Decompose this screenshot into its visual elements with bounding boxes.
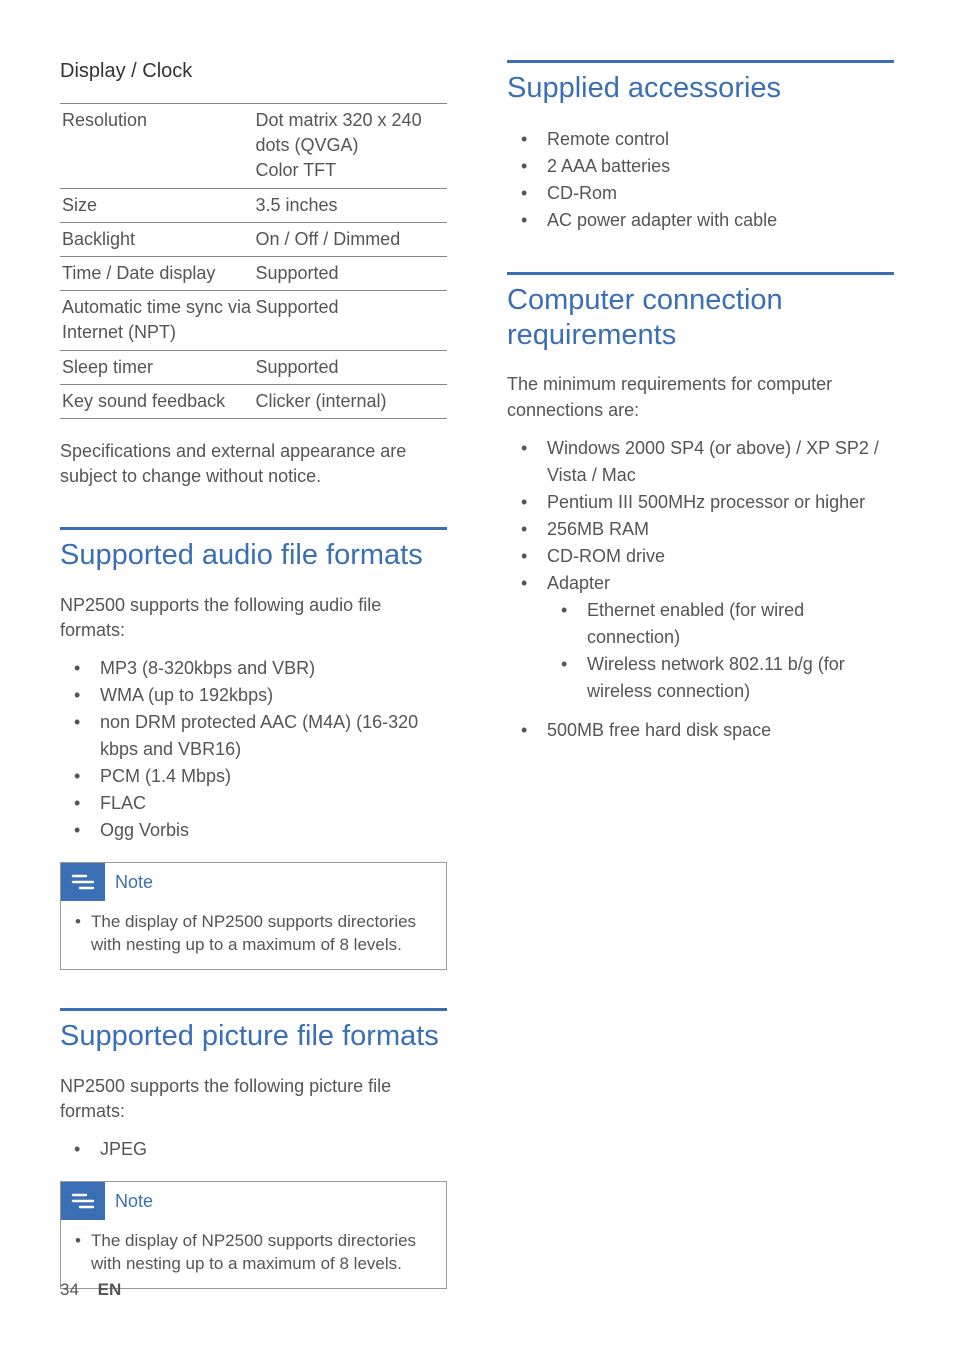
spec-value: 3.5 inches [254,188,448,222]
section-rule [60,527,447,530]
list-item: Ethernet enabled (for wired connection) [547,597,894,651]
computer-req-intro: The minimum requirements for computer co… [507,372,894,422]
spec-value: Clicker (internal) [254,384,448,418]
note-icon [61,1182,105,1220]
page-number: 34 [60,1280,79,1299]
list-item: FLAC [60,790,447,817]
list-item: Wireless network 802.11 b/g (for wireles… [547,651,894,705]
list-item: non DRM protected AAC (M4A) (16-320 kbps… [60,709,447,763]
display-clock-table: ResolutionDot matrix 320 x 240 dots (QVG… [60,103,447,419]
left-column: Display / Clock ResolutionDot matrix 320… [60,60,447,1301]
spec-key: Resolution [60,104,254,189]
table-row: ResolutionDot matrix 320 x 240 dots (QVG… [60,104,447,189]
section-rule [507,60,894,63]
table-row: Time / Date displaySupported [60,256,447,290]
list-item: AdapterEthernet enabled (for wired conne… [507,570,894,705]
page-footer: 34 EN [60,1280,121,1300]
table-row: Size3.5 inches [60,188,447,222]
note-icon [61,863,105,901]
list-item: WMA (up to 192kbps) [60,682,447,709]
list-item: Remote control [507,126,894,153]
table-row: Sleep timerSupported [60,350,447,384]
right-column: Supplied accessories Remote control2 AAA… [507,60,894,1301]
spec-key: Sleep timer [60,350,254,384]
spec-key: Key sound feedback [60,384,254,418]
spec-value: Supported [254,256,448,290]
computer-req-title: Computer connection requirements [507,283,894,353]
spec-value: Dot matrix 320 x 240 dots (QVGA) Color T… [254,104,448,189]
list-item: PCM (1.4 Mbps) [60,763,447,790]
list-item: 256MB RAM [507,516,894,543]
sub-list: Ethernet enabled (for wired connection)W… [547,597,894,705]
spec-value: On / Off / Dimmed [254,222,448,256]
note-text: The display of NP2500 supports directori… [75,1230,432,1276]
section-rule [60,1008,447,1011]
audio-intro: NP2500 supports the following audio file… [60,593,447,643]
list-item: 2 AAA batteries [507,153,894,180]
picture-intro: NP2500 supports the following picture fi… [60,1074,447,1124]
audio-formats-title: Supported audio file formats [60,538,447,573]
list-item: 500MB free hard disk space [507,717,894,744]
spec-key: Size [60,188,254,222]
list-item: Ogg Vorbis [60,817,447,844]
list-item: JPEG [60,1136,447,1163]
spec-value: Supported [254,291,448,350]
computer-req-list: Windows 2000 SP4 (or above) / XP SP2 / V… [507,435,894,744]
note-box-picture: Note The display of NP2500 supports dire… [60,1181,447,1289]
picture-formats-title: Supported picture file formats [60,1019,447,1054]
list-item: MP3 (8-320kbps and VBR) [60,655,447,682]
table-row: BacklightOn / Off / Dimmed [60,222,447,256]
note-box-audio: Note The display of NP2500 supports dire… [60,862,447,970]
picture-format-list: JPEG [60,1136,447,1163]
section-rule [507,272,894,275]
list-item: AC power adapter with cable [507,207,894,234]
accessories-list: Remote control2 AAA batteriesCD-RomAC po… [507,126,894,234]
audio-format-list: MP3 (8-320kbps and VBR)WMA (up to 192kbp… [60,655,447,844]
table-row: Key sound feedbackClicker (internal) [60,384,447,418]
display-clock-heading: Display / Clock [60,60,447,83]
note-label: Note [115,872,153,893]
list-item: Pentium III 500MHz processor or higher [507,489,894,516]
spec-key: Time / Date display [60,256,254,290]
list-item: CD-ROM drive [507,543,894,570]
spec-value: Supported [254,350,448,384]
list-item: Windows 2000 SP4 (or above) / XP SP2 / V… [507,435,894,489]
spec-key: Backlight [60,222,254,256]
note-label: Note [115,1191,153,1212]
spec-key: Automatic time sync via Internet (NPT) [60,291,254,350]
list-item: CD-Rom [507,180,894,207]
table-row: Automatic time sync via Internet (NPT)Su… [60,291,447,350]
page-lang: EN [98,1280,122,1299]
spec-disclaimer: Specifications and external appearance a… [60,439,447,489]
accessories-title: Supplied accessories [507,71,894,106]
note-text: The display of NP2500 supports directori… [75,911,432,957]
